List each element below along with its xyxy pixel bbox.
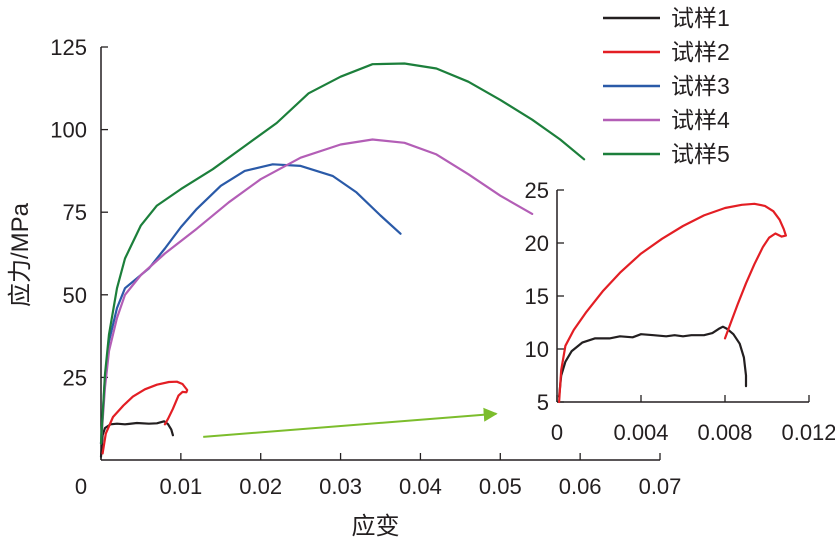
main-x-tick-label: 0.06	[559, 474, 602, 499]
main-series-line	[99, 163, 402, 445]
legend-label: 试样5	[671, 141, 730, 167]
main-y-tick-label: 100	[50, 118, 87, 143]
main-plot: 0 0.01 0.02 0.03 0.04 0.05 0.06 0.0725507510012…	[7, 35, 681, 540]
inset-y-tick-label: 25	[525, 178, 549, 203]
main-x-tick-label: 0.07	[639, 474, 682, 499]
inset-series-line	[558, 202, 787, 404]
zoom-arrow	[203, 407, 498, 438]
legend-label: 试样1	[671, 5, 730, 31]
inset-x-tick-label: 0.008	[697, 420, 752, 445]
main-series-line	[99, 138, 534, 445]
main-y-tick-label: 75	[63, 200, 87, 225]
inset-x-tick-label: 0.004	[613, 420, 668, 445]
main-x-tick-label: 0.02	[239, 474, 282, 499]
inset-plot: 0 0.004 0.008 0.012 5 10 15 20 25	[525, 178, 835, 445]
inset-x-tick-label: 0.012	[781, 420, 835, 445]
inset-series-line	[558, 325, 748, 398]
legend-label: 试样4	[671, 107, 730, 133]
legend: 试样1 试样2 试样3 试样4 试样5	[603, 5, 730, 167]
inset-y-tick-label: 10	[525, 337, 549, 362]
zoom-arrow-line	[203, 407, 498, 438]
main-y-tick-label: 125	[50, 35, 87, 60]
main-x-tick-label: 0.03	[319, 474, 362, 499]
legend-label: 试样2	[671, 39, 730, 65]
x-axis-title: 应变	[352, 513, 400, 540]
main-y-tick-label: 50	[63, 283, 87, 308]
inset-y-tick-label: 20	[525, 231, 549, 256]
y-axis-title: 应力/MPa	[7, 202, 34, 307]
main-series-line	[101, 380, 189, 455]
main-x-tick-label: 0.05	[479, 474, 522, 499]
main-x-tick-label: 0.04	[399, 474, 442, 499]
main-x-tick-label: 0.01	[159, 474, 202, 499]
inset-y-tick-label: 15	[525, 284, 549, 309]
inset-y-tick-label: 5	[537, 390, 549, 415]
legend-label: 试样3	[671, 73, 730, 99]
main-y-tick-label: 25	[63, 365, 87, 390]
main-x-tick-label: 0	[75, 474, 87, 499]
inset-x-tick-label: 0	[551, 420, 563, 445]
main-series-line	[99, 62, 586, 445]
main-series-line	[99, 420, 174, 458]
